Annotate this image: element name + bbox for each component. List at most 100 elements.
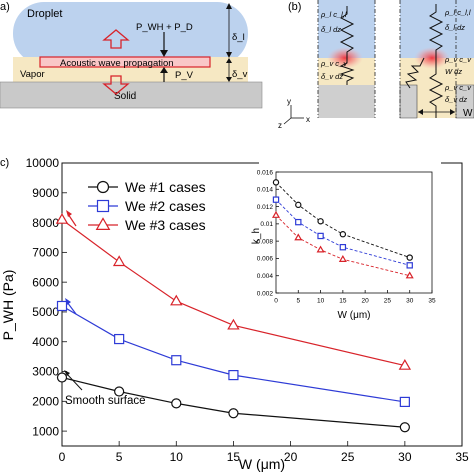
solid-substrate <box>0 81 263 109</box>
axes-glyph: y x z <box>278 97 310 130</box>
data-point <box>338 254 347 262</box>
x-tick-label: 20 <box>362 298 370 305</box>
y-tick-label: 0.006 <box>257 256 274 263</box>
spring-lateral-right <box>405 57 425 89</box>
y-tick-label: 8000 <box>32 216 59 230</box>
y-tick-label: 2000 <box>32 395 59 409</box>
delta-v-label: δ_v <box>232 69 248 80</box>
blue-arrowhead <box>65 298 71 305</box>
data-point <box>170 294 183 306</box>
data-point <box>171 355 182 366</box>
x-tick-label: 15 <box>339 298 347 305</box>
series-1 <box>56 372 410 433</box>
spring-label-right-5: ρ_v c_v <box>444 83 472 92</box>
spring-label-left-3: ρ_v c_v <box>320 59 348 68</box>
spring-label-right-6: δ_v dz <box>445 95 467 104</box>
series-line <box>275 182 410 258</box>
spring-label-right-1: ρ_l c_l,l <box>444 8 471 17</box>
up-wave-arrow <box>102 29 130 49</box>
main-chart: c) 1000200030004000500060007000800090001… <box>0 156 469 472</box>
panel-a-label: a) <box>0 1 10 13</box>
data-point <box>295 218 302 226</box>
droplet-shape <box>13 2 248 65</box>
y-tick-label: 1000 <box>32 424 59 438</box>
legend-label: We #1 cases <box>125 179 206 195</box>
y-tick-label: 0.004 <box>257 273 274 280</box>
data-point <box>114 386 125 397</box>
spring-liquid-right <box>428 4 444 58</box>
data-point <box>272 179 280 186</box>
spring-vapor-right <box>428 58 444 118</box>
data-point <box>112 255 126 267</box>
w-dim-left-tip <box>418 109 423 115</box>
spring-label-right-4: W dz <box>445 67 462 76</box>
inset-series <box>271 179 414 279</box>
panel-b-label: (b) <box>288 1 301 13</box>
smooth-surface-label: Smooth surface <box>65 395 146 407</box>
x-tick-label: 30 <box>398 450 412 464</box>
legend-marker <box>96 180 110 194</box>
data-point <box>339 243 347 251</box>
pv-label: P_V <box>175 70 194 81</box>
vapor-label: Vapor <box>20 69 45 80</box>
main-x-axis-label: W (μm) <box>239 456 285 472</box>
x-tick-label: 30 <box>406 298 414 305</box>
inset-chart: 0.0020.0040.0060.0080.010.0120.0140.016 … <box>251 161 441 321</box>
data-point <box>171 398 182 409</box>
x-tick-label: 25 <box>341 450 355 464</box>
data-point <box>405 271 414 279</box>
w-label: W <box>463 108 473 119</box>
series-3 <box>271 210 414 279</box>
data-point <box>294 233 303 241</box>
data-point <box>399 422 410 433</box>
w-dim-right-tip <box>450 109 455 115</box>
x-tick-label: 10 <box>317 298 325 305</box>
interface-glow-right <box>414 47 450 69</box>
data-point <box>228 370 239 381</box>
legend-marker <box>95 217 111 230</box>
data-point <box>227 318 240 330</box>
axis-z-label: z <box>278 121 282 130</box>
y-tick-label: 0.016 <box>257 169 274 176</box>
y-tick-label: 0.008 <box>257 238 274 245</box>
data-point <box>56 372 68 383</box>
y-tick-label: 10000 <box>26 156 60 170</box>
data-point <box>317 218 324 225</box>
inset-background <box>259 161 441 298</box>
series-2 <box>56 300 410 408</box>
smooth-surface-arrow <box>65 372 83 391</box>
x-tick-label: 10 <box>170 450 184 464</box>
data-point <box>114 333 125 345</box>
pv-arrowhead <box>160 67 168 73</box>
delta-l-top-tip <box>226 3 232 9</box>
spring-liquid-left <box>339 6 355 58</box>
inset-plot-frame <box>275 171 433 294</box>
pressure-label: P_WH + P_D <box>136 22 193 33</box>
droplet-label: Droplet <box>27 8 62 20</box>
down-wave-arrow <box>102 75 130 95</box>
spring-vapor-left <box>339 58 355 85</box>
x-tick-label: 5 <box>116 450 123 464</box>
data-point <box>406 254 413 261</box>
smooth-surface-arrowhead <box>64 370 70 376</box>
y-tick-label: 4000 <box>32 335 59 349</box>
legend-label: We #3 cases <box>125 217 206 233</box>
inset-x-ticks: 0 5 10 15 20 25 30 35 <box>274 290 436 305</box>
x-tick-label: 0 <box>59 450 66 464</box>
y-tick-label: 6000 <box>32 275 59 289</box>
delta-l-bottom-tip <box>226 52 232 58</box>
z-axis-glyph <box>283 117 292 125</box>
interface-glow-left <box>327 47 363 69</box>
y-tick-label: 0.002 <box>257 290 274 297</box>
y-tick-label: 7000 <box>32 246 59 260</box>
spring-label-right-3: ρ_v c_v <box>444 55 472 64</box>
spring-label-left-2: δ_l dz <box>321 25 341 34</box>
data-point <box>55 212 69 224</box>
spring-label-right-2: δ_l dz <box>445 23 465 32</box>
delta-l-label: δ_l <box>232 32 245 43</box>
solid-region-left <box>318 85 375 118</box>
data-point <box>295 201 302 209</box>
delta-v-top-tip <box>226 58 232 63</box>
solid-posts-right <box>399 84 474 119</box>
legend-marker <box>96 199 110 213</box>
